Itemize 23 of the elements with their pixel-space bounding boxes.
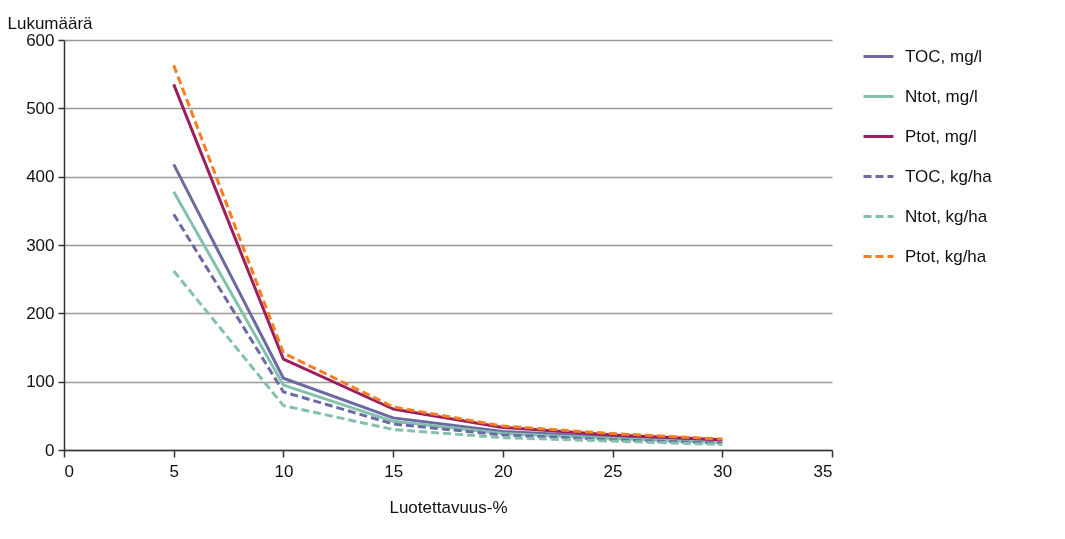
x-tick-label: 0 (64, 461, 74, 481)
legend-label: Ntot, kg/ha (905, 206, 988, 226)
x-axis-title: Luotettavuus-% (389, 497, 508, 517)
x-tick-label: 35 (813, 461, 833, 481)
legend-label: TOC, mg/l (905, 46, 983, 66)
x-tick-label: 20 (493, 461, 513, 481)
x-tick-label: 25 (603, 461, 623, 481)
legend-label: TOC, kg/ha (905, 166, 993, 186)
y-tick-label: 0 (45, 440, 55, 460)
legend-label: Ntot, mg/l (905, 86, 978, 106)
y-tick-label: 600 (26, 30, 55, 50)
y-tick-label: 400 (26, 167, 55, 187)
y-tick-label: 100 (26, 372, 55, 392)
x-tick-label: 15 (384, 461, 404, 481)
y-tick-label: 500 (26, 98, 55, 118)
y-axis-title: Lukumäärä (7, 13, 94, 33)
y-tick-label: 300 (26, 235, 55, 255)
x-tick-label: 5 (169, 461, 179, 481)
legend-label: Ptot, kg/ha (905, 246, 987, 266)
x-tick-label: 10 (274, 461, 294, 481)
legend-label: Ptot, mg/l (905, 126, 977, 146)
y-tick-label: 200 (26, 303, 55, 323)
x-tick-label: 30 (713, 461, 733, 481)
